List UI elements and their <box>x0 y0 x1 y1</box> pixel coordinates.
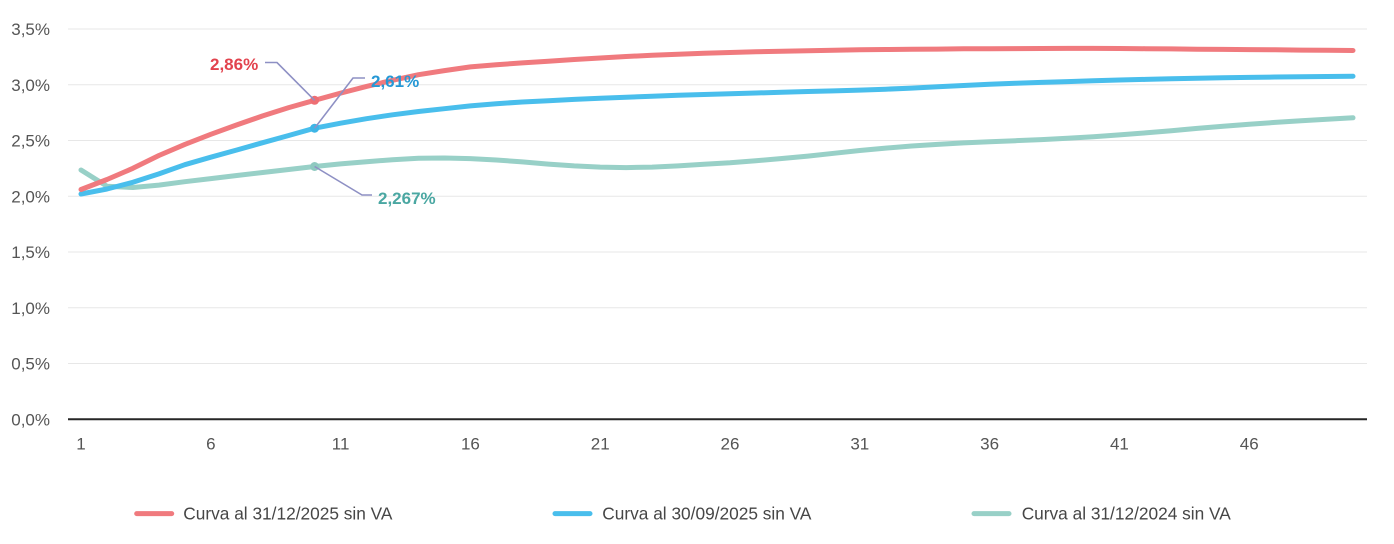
svg-text:36: 36 <box>980 435 999 454</box>
svg-text:3,0%: 3,0% <box>11 76 50 95</box>
svg-text:2,5%: 2,5% <box>11 132 50 151</box>
svg-text:2,0%: 2,0% <box>11 187 50 206</box>
svg-text:Curva al 30/09/2025 sin VA: Curva al 30/09/2025 sin VA <box>602 504 812 524</box>
svg-text:6: 6 <box>206 435 215 454</box>
svg-text:1,5%: 1,5% <box>11 243 50 262</box>
svg-text:1,0%: 1,0% <box>11 299 50 318</box>
svg-text:26: 26 <box>721 435 740 454</box>
svg-text:46: 46 <box>1240 435 1259 454</box>
svg-text:3,5%: 3,5% <box>11 20 50 39</box>
svg-text:41: 41 <box>1110 435 1129 454</box>
svg-text:1: 1 <box>76 435 85 454</box>
svg-text:Curva al 31/12/2024 sin VA: Curva al 31/12/2024 sin VA <box>1022 504 1232 524</box>
svg-text:11: 11 <box>332 435 350 454</box>
svg-text:Curva al 31/12/2025 sin VA: Curva al 31/12/2025 sin VA <box>183 504 393 524</box>
svg-text:0,5%: 0,5% <box>11 355 50 374</box>
svg-text:21: 21 <box>591 435 610 454</box>
svg-text:2,61%: 2,61% <box>371 72 419 91</box>
svg-text:2,267%: 2,267% <box>378 189 436 208</box>
svg-text:2,86%: 2,86% <box>210 55 258 74</box>
svg-text:0,0%: 0,0% <box>11 410 50 429</box>
svg-text:31: 31 <box>850 435 869 454</box>
svg-text:16: 16 <box>461 435 480 454</box>
